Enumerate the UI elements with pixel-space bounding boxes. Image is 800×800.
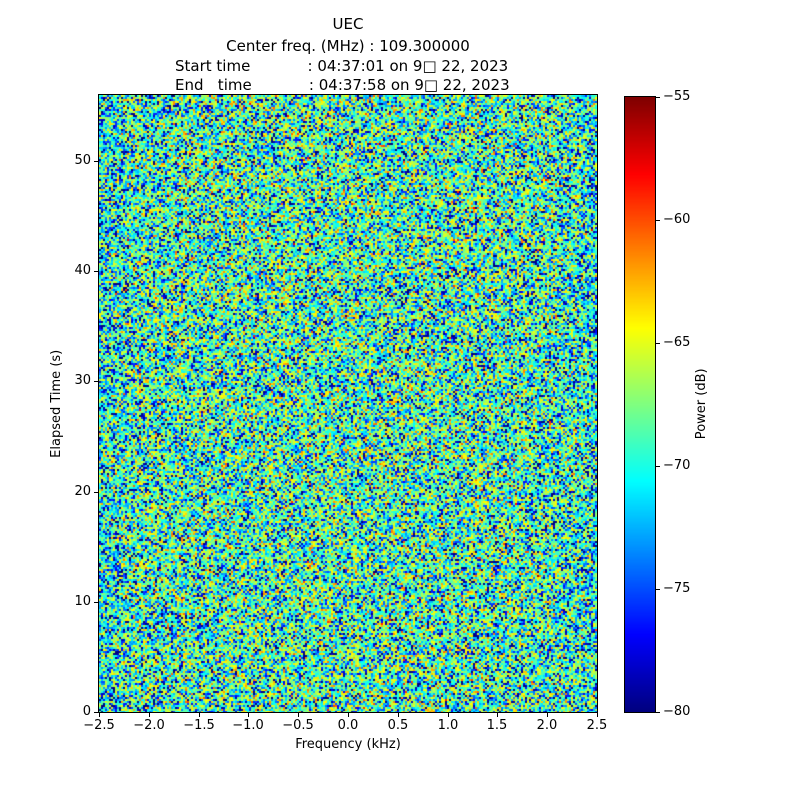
x-tick [547, 713, 548, 717]
colorbar-tick [656, 466, 660, 467]
colorbar-tick [656, 220, 660, 221]
x-tick-label: 2.0 [536, 718, 558, 733]
colorbar-tick-label: −80 [663, 704, 691, 719]
x-tick-label: 0.5 [387, 718, 409, 733]
colorbar-tick [656, 712, 660, 713]
x-tick [149, 713, 150, 717]
x-tick-label: −2.5 [83, 718, 115, 733]
colorbar-tick [656, 343, 660, 344]
y-tick [94, 712, 98, 713]
x-tick [497, 713, 498, 717]
x-tick [248, 713, 249, 717]
x-tick [448, 713, 449, 717]
y-tick-label: 20 [74, 484, 91, 499]
spectrogram-heatmap [98, 94, 598, 713]
x-tick-label: −2.0 [133, 718, 165, 733]
y-tick [94, 602, 98, 603]
center-freq-line: Center freq. (MHz) : 109.300000 [226, 37, 470, 55]
colorbar-tick [656, 589, 660, 590]
x-tick-label: −0.5 [282, 718, 314, 733]
y-tick [94, 161, 98, 162]
x-axis-label: Frequency (kHz) [295, 737, 401, 752]
x-tick [99, 713, 100, 717]
colorbar-label: Power (dB) [694, 368, 710, 440]
x-tick-label: −1.0 [232, 718, 264, 733]
x-tick [597, 713, 598, 717]
colorbar-tick-label: −75 [663, 581, 691, 596]
y-tick-label: 50 [74, 153, 91, 168]
start-time-line: Start time : 04:37:01 on 9□ 22, 2023 [175, 57, 509, 75]
end-time-line: End time : 04:37:58 on 9□ 22, 2023 [175, 76, 510, 94]
y-tick [94, 271, 98, 272]
y-tick-label: 10 [74, 594, 91, 609]
y-tick [94, 381, 98, 382]
x-tick-label: −1.5 [183, 718, 215, 733]
x-tick [348, 713, 349, 717]
x-tick-label: 0.0 [337, 718, 359, 733]
x-tick-label: 1.0 [437, 718, 459, 733]
colorbar-tick-label: −60 [663, 212, 691, 227]
colorbar-tick-label: −70 [663, 458, 691, 473]
colorbar-tick-label: −65 [663, 335, 691, 350]
colorbar-tick-label: −55 [663, 89, 691, 104]
colorbar-gradient [624, 96, 656, 713]
y-axis-label: Elapsed Time (s) [49, 349, 65, 458]
x-tick [199, 713, 200, 717]
x-tick-label: 2.5 [586, 718, 608, 733]
x-tick [398, 713, 399, 717]
y-tick [94, 492, 98, 493]
plot-title: UEC [332, 15, 364, 33]
y-tick-label: 0 [82, 704, 91, 719]
y-tick-label: 30 [74, 373, 91, 388]
x-tick [298, 713, 299, 717]
y-tick-label: 40 [74, 263, 91, 278]
colorbar-tick [656, 97, 660, 98]
x-tick-label: 1.5 [486, 718, 508, 733]
